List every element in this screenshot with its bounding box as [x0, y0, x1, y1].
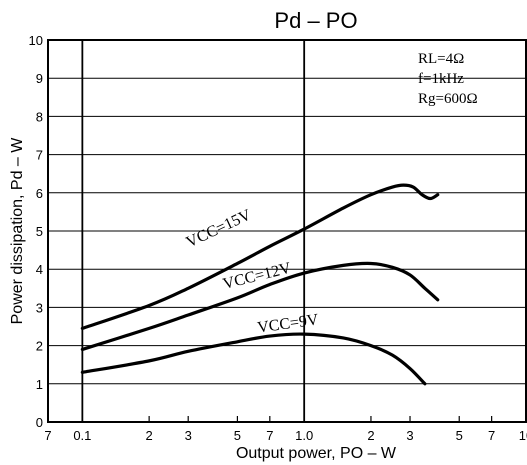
- y-tick-label: 6: [36, 186, 43, 201]
- x-axis-label: Output power, PO – W: [236, 445, 397, 462]
- x-tick-label: 5: [456, 428, 463, 443]
- series-line-2: [80, 332, 427, 386]
- y-tick-label: 7: [36, 148, 43, 163]
- series-line-1: [80, 261, 440, 352]
- chart-title: Pd – PO: [274, 8, 357, 33]
- x-tick-label: 0.1: [73, 428, 91, 443]
- y-tick-label: 1: [36, 377, 43, 392]
- x-tick-label: 3: [406, 428, 413, 443]
- x-axis-ticks: 7 0.1 2 3 5 7 1.0 2 3 5 7 10: [44, 416, 527, 443]
- y-tick-label: 9: [36, 71, 43, 86]
- x-tick-label: 2: [146, 428, 153, 443]
- x-tick-label: 1.0: [295, 428, 313, 443]
- series: [80, 183, 440, 386]
- grid: [48, 40, 526, 422]
- y-tick-label: 5: [36, 224, 43, 239]
- y-tick-label: 3: [36, 300, 43, 315]
- y-tick-label: 2: [36, 339, 43, 354]
- legend-generator-resistance: Rg=600Ω: [418, 91, 478, 107]
- x-tick-label: 10: [519, 428, 527, 443]
- y-tick-label: 4: [36, 262, 43, 277]
- y-tick-label: 8: [36, 109, 43, 124]
- x-tick-label: 7: [44, 428, 51, 443]
- y-tick-label: 10: [29, 33, 43, 48]
- x-tick-label: 7: [488, 428, 495, 443]
- x-tick-label: 2: [367, 428, 374, 443]
- legend: RL=4Ω f=1kHz Rg=600Ω: [418, 51, 478, 107]
- legend-frequency: f=1kHz: [418, 71, 464, 87]
- x-tick-label: 3: [185, 428, 192, 443]
- y-axis-ticks: 0 1 2 3 4 5 6 7 8 9 10: [29, 33, 43, 430]
- y-tick-label: 0: [36, 415, 43, 430]
- y-axis-label: Power dissipation, Pd – W: [9, 137, 26, 325]
- legend-load-resistance: RL=4Ω: [418, 51, 464, 67]
- x-tick-label: 5: [234, 428, 241, 443]
- series-line-0: [80, 183, 440, 331]
- x-tick-label: 7: [266, 428, 273, 443]
- plot-frame: [47, 39, 527, 423]
